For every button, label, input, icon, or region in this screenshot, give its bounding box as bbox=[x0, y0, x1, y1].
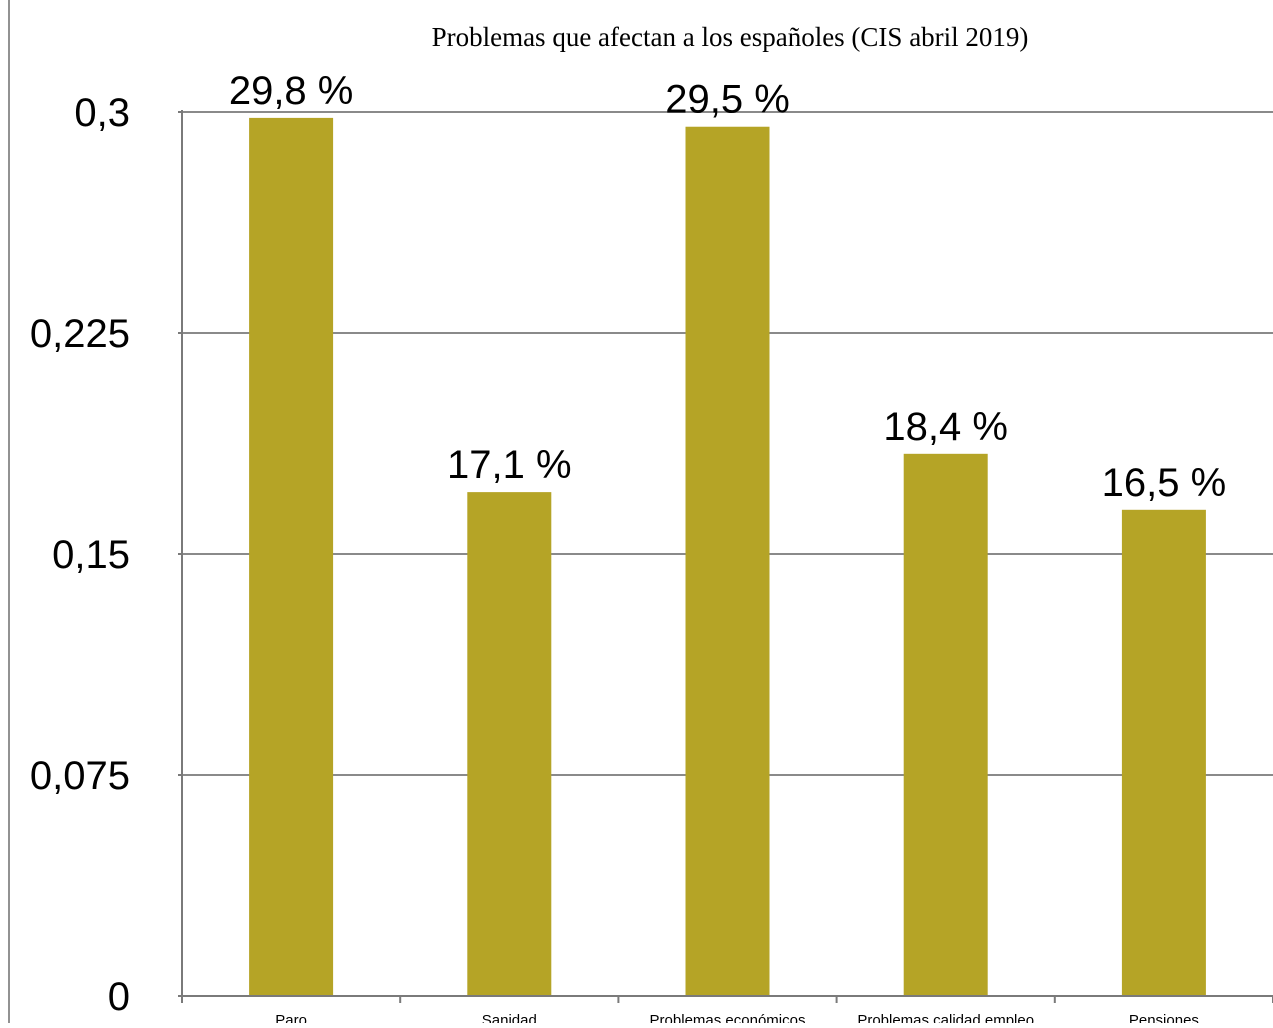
data-labels: 29,8 % 17,1 % 29,5 % 18,4 % 16,5 % bbox=[229, 69, 1226, 505]
x-tick-label: Problemas calidad empleo bbox=[857, 1012, 1034, 1023]
data-label: 18,4 % bbox=[883, 405, 1008, 449]
data-label: 16,5 % bbox=[1102, 461, 1227, 505]
y-axis-tick-labels: 0 0,075 0,15 0,225 0,3 bbox=[30, 91, 130, 1019]
bars bbox=[249, 117, 1206, 997]
data-label: 29,8 % bbox=[229, 69, 354, 113]
bar-2 bbox=[685, 126, 770, 996]
bar-4 bbox=[1121, 509, 1206, 996]
x-tick-label: Paro bbox=[275, 1012, 307, 1023]
y-tick-label: 0,15 bbox=[52, 533, 130, 577]
bar-1 bbox=[467, 492, 552, 996]
axes bbox=[181, 110, 1273, 1003]
data-label: 29,5 % bbox=[665, 78, 790, 122]
y-tick-label: 0,3 bbox=[74, 91, 130, 135]
bar-0 bbox=[249, 117, 334, 997]
y-tick-label: 0 bbox=[108, 975, 130, 1019]
chart-title: Problemas que afectan a los españoles (C… bbox=[432, 22, 1029, 52]
bar-3 bbox=[903, 453, 988, 996]
x-axis-tick-labels: Paro Sanidad Problemas económicos Problemas… bbox=[275, 1012, 1199, 1028]
y-tick-label: 0,225 bbox=[30, 312, 130, 356]
x-tick-label: Problemas económicos bbox=[650, 1012, 806, 1023]
data-label: 17,1 % bbox=[447, 443, 572, 487]
x-tick-label: Pensiones bbox=[1129, 1012, 1199, 1023]
y-tick-label: 0,075 bbox=[30, 754, 130, 798]
x-tick-label: Sanidad bbox=[482, 1012, 537, 1023]
